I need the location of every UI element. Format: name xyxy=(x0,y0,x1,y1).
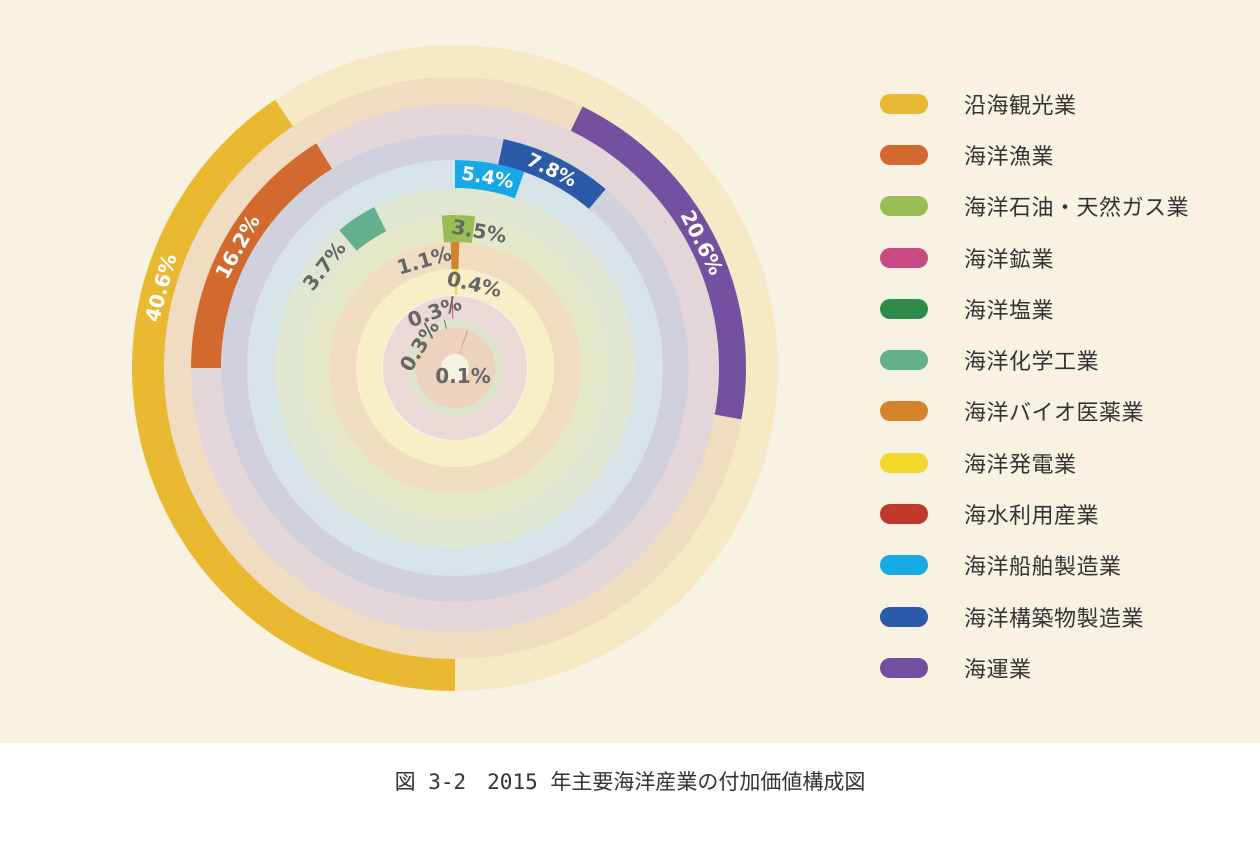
legend-swatch xyxy=(880,93,928,114)
legend-label: 海洋構築物製造業 xyxy=(964,606,1145,632)
legend-item: 海洋発電業 xyxy=(880,437,1250,488)
legend-swatch xyxy=(880,657,928,678)
legend-label: 海洋バイオ医薬業 xyxy=(964,401,1145,427)
value-arc-1 xyxy=(132,99,456,691)
legend-swatch xyxy=(880,452,928,473)
legend-label: 海洋発電業 xyxy=(964,452,1077,478)
legend-item: 海運業 xyxy=(880,642,1250,693)
legend-label: 海洋化学工業 xyxy=(964,350,1100,376)
legend-item: 沿海観光業 xyxy=(880,78,1250,129)
chart-panel: 40.6% 16.2% 3.5% 0.3% 0.3% 3.7% 1.1% 0.4% 0.1% 5.… xyxy=(0,0,1260,743)
value-arc-3 xyxy=(191,143,333,368)
ring-track-10 xyxy=(383,296,527,440)
legend-label: 海洋塩業 xyxy=(964,298,1055,324)
figure-caption: 図 3-2 2015 年主要海洋産業の付加価値構成図 xyxy=(394,770,866,794)
value-arc-9 xyxy=(455,269,458,296)
value-arc-2 xyxy=(570,106,746,420)
legend-swatch xyxy=(880,555,928,576)
legend-swatch xyxy=(880,144,928,165)
value-arc-4 xyxy=(497,139,606,211)
legend-swatch xyxy=(880,350,928,371)
legend-swatch xyxy=(880,401,928,422)
legend-item: 海洋バイオ医薬業 xyxy=(880,386,1250,437)
data-label-9: 0.1% xyxy=(435,364,490,388)
legend-label: 海洋石油・天然ガス業 xyxy=(964,196,1190,222)
ring-track-4 xyxy=(221,134,689,602)
legend-item: 海洋構築物製造業 xyxy=(880,591,1250,642)
legend-label: 海運業 xyxy=(964,657,1032,683)
ring-track-11 xyxy=(406,319,504,417)
legend-swatch xyxy=(880,247,928,268)
legend: 沿海観光業海洋漁業海洋石油・天然ガス業 海洋鉱業海洋塩業海洋化学工業海洋バイオ医薬… xyxy=(880,78,1250,694)
legend-label: 海洋漁業 xyxy=(964,144,1055,170)
legend-item: 海洋石油・天然ガス業 xyxy=(880,181,1250,232)
legend-label: 海洋船舶製造業 xyxy=(964,555,1122,581)
legend-swatch xyxy=(880,504,928,525)
legend-item: 海洋化学工業 xyxy=(880,334,1250,385)
ring-track-6 xyxy=(275,188,635,548)
legend-item: 海洋塩業 xyxy=(880,283,1250,334)
legend-label: 海水利用産業 xyxy=(964,504,1100,530)
ring-track-12 xyxy=(415,328,495,408)
value-arc-10 xyxy=(451,296,454,321)
legend-item: 海洋鉱業 xyxy=(880,232,1250,283)
radial-chart: 40.6%16.2% 3.5%0.3%0.3%3.7% 1.1%0.4%0.1%5.… xyxy=(132,45,778,691)
legend-swatch xyxy=(880,606,928,627)
value-arc-12 xyxy=(459,329,468,355)
legend-swatch xyxy=(880,298,928,319)
value-arc-8 xyxy=(450,242,460,271)
legend-item: 海洋漁業 xyxy=(880,129,1250,180)
legend-item: 海水利用産業 xyxy=(880,488,1250,539)
value-arc-6 xyxy=(339,207,387,252)
legend-label: 海洋鉱業 xyxy=(964,247,1055,273)
legend-item: 海洋船舶製造業 xyxy=(880,540,1250,591)
legend-swatch xyxy=(880,196,928,217)
legend-label: 沿海観光業 xyxy=(964,93,1077,119)
value-arc-7 xyxy=(441,215,476,245)
